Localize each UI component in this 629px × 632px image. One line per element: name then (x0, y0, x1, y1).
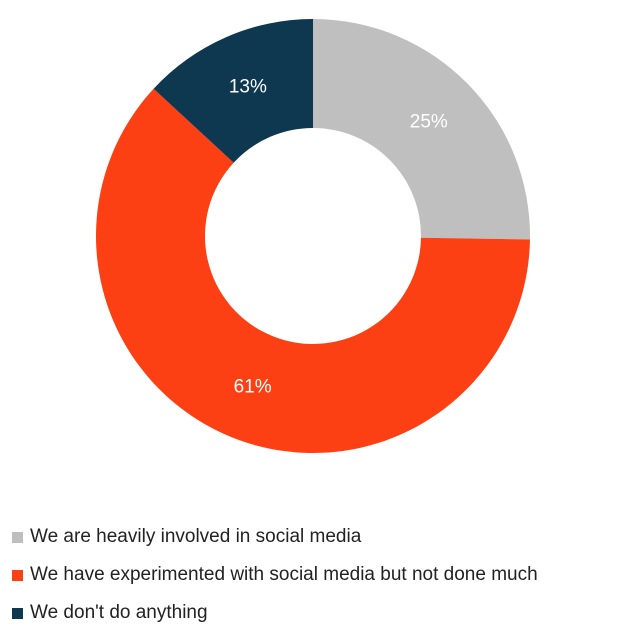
donut-slice (95, 88, 530, 454)
legend-swatch (12, 531, 23, 543)
donut-slices (95, 19, 530, 454)
legend-swatch (12, 607, 23, 619)
slice-value-label: 25% (410, 112, 448, 133)
legend-label: We have experimented with social media b… (30, 564, 538, 585)
legend: We are heavily involved in social media … (12, 518, 627, 632)
donut-slice (153, 19, 313, 163)
legend-item-experimented: We have experimented with social media b… (12, 556, 627, 594)
legend-swatch (12, 569, 23, 581)
legend-item-dont-do-anything: We don't do anything (12, 594, 627, 632)
legend-label: We are heavily involved in social media (30, 526, 362, 547)
slice-value-label: 61% (234, 376, 272, 397)
legend-label: We don't do anything (30, 602, 208, 623)
donut-slice-labels: 25% 61% 13% (229, 77, 448, 398)
legend-item-heavily-involved: We are heavily involved in social media (12, 518, 627, 556)
donut-chart: 25% 61% 13% (95, 19, 530, 454)
donut-slice (313, 19, 530, 240)
slice-value-label: 13% (229, 77, 267, 98)
